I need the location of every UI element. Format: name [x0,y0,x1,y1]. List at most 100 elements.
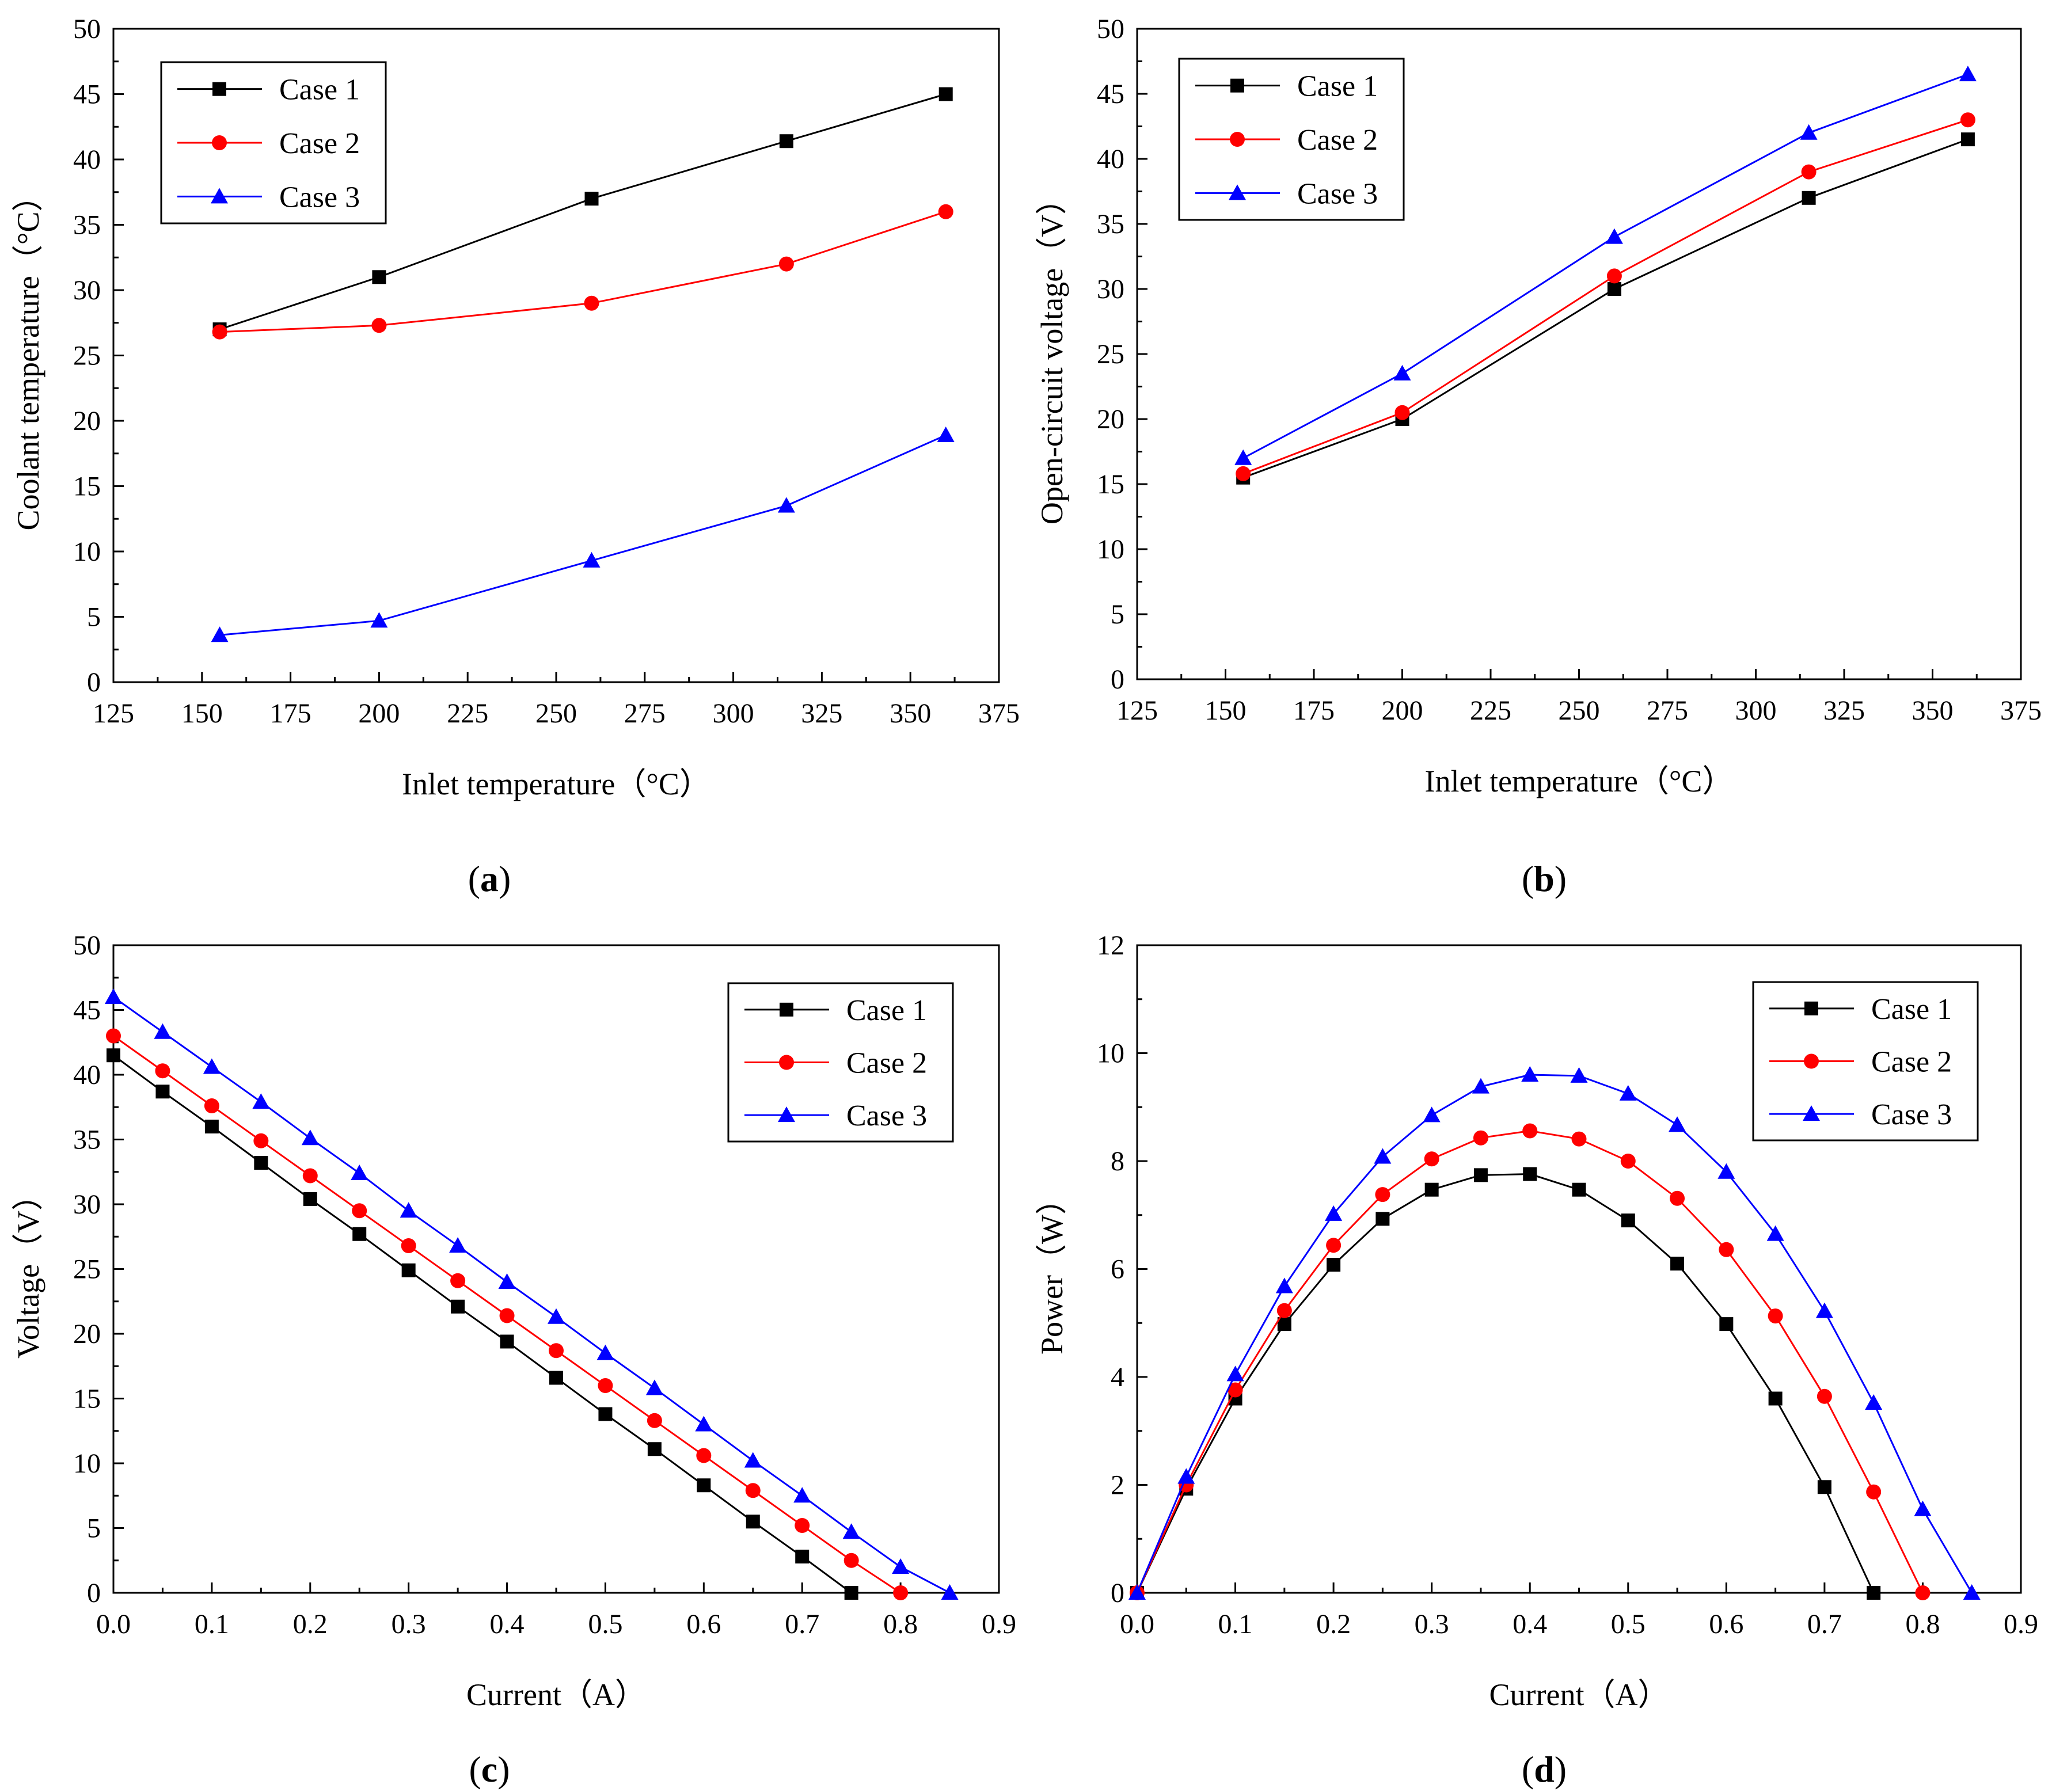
data-point [1670,1190,1685,1206]
caption-open-paren: ( [468,858,480,899]
data-point [1394,405,1410,420]
y-tick-label: 30 [1097,274,1124,305]
legend: Case 1 Case 2 Case 3 [160,61,387,225]
data-point [1275,1277,1293,1293]
series-line [1136,1074,1973,1593]
data-point [301,1129,319,1146]
y-tick-label: 30 [73,1189,101,1220]
data-point [795,1518,810,1533]
legend-marker [211,188,228,204]
legend-label: Case 3 [1871,1098,1952,1131]
data-point [1963,1584,1981,1600]
x-tick-label: 125 [93,698,134,729]
data-point [843,1553,859,1568]
data-point [645,1379,663,1395]
legend-label: Case 1 [1871,993,1952,1026]
data-point [549,1371,563,1385]
legend-marker [778,1106,795,1123]
data-point [211,626,229,642]
data-point [204,1098,219,1113]
data-point [695,1416,713,1432]
x-tick-label: 250 [535,698,577,729]
data-point [1522,1123,1538,1139]
y-tick-label: 0 [87,667,101,698]
data-point [1960,112,1975,128]
data-point [400,1202,417,1218]
data-point [254,1156,268,1170]
data-point [1521,1066,1539,1082]
data-point [583,551,601,568]
legend-label: Case 2 [846,1047,927,1080]
data-point [302,1168,318,1184]
data-point [401,1263,416,1277]
legend-label: Case 1 [279,74,360,106]
legend-item-case-3: Case 3 [744,1099,927,1132]
data-point [352,1203,367,1219]
data-point [451,1299,465,1314]
x-tick-label: 350 [890,698,931,729]
legend-label: Case 2 [279,127,360,160]
data-point [1236,466,1251,481]
y-tick-label: 35 [1097,209,1124,239]
legend-item-case-3: Case 3 [177,181,360,214]
x-tick-label: 325 [801,698,842,729]
series-case-1 [1236,132,1975,485]
legend-marker [1230,78,1244,93]
data-point [1959,66,1977,82]
data-point [893,1585,909,1600]
y-tick-label: 10 [73,1448,101,1479]
x-tick-label: 0.1 [1218,1609,1253,1639]
data-point [303,1192,317,1206]
x-tick-label: 0.6 [1709,1609,1743,1639]
data-point [598,1378,613,1393]
data-point [1326,1238,1342,1253]
data-point [352,1227,367,1241]
caption-open-paren: ( [469,1749,481,1790]
x-tick-label: 0.8 [883,1609,918,1639]
legend-label: Case 1 [846,994,927,1027]
x-tick-label: 0.4 [490,1609,525,1639]
y-tick-label: 4 [1111,1362,1124,1392]
x-tick-label: 275 [624,698,666,729]
x-tick-label: 225 [447,698,488,729]
legend-marker [1803,1105,1820,1121]
y-tick-label: 10 [1097,1038,1124,1069]
x-tick-label: 200 [358,698,400,729]
legend-item-case-2: Case 2 [744,1047,927,1080]
caption-open-paren: ( [1522,1749,1534,1790]
legend-item-case-1: Case 1 [1195,70,1378,103]
y-tick-label: 25 [1097,339,1124,370]
data-point [1605,228,1623,244]
data-point [596,1344,614,1360]
y-axis-label: Open-circuit voltage（V） [1035,184,1069,524]
legend-marker [779,1055,794,1070]
data-point [1768,1308,1783,1324]
legend: Case 1 Case 2 Case 3 [1178,58,1405,221]
data-point [1423,1106,1441,1123]
data-point [1915,1585,1931,1600]
legend-marker [212,82,226,96]
y-tick-label: 45 [73,79,101,110]
x-tick-label: 300 [1735,695,1777,726]
data-point [1606,268,1622,284]
data-point [598,1407,613,1421]
series-case-3 [105,988,959,1600]
data-point [745,1483,761,1498]
data-point [548,1308,565,1324]
y-tick-label: 20 [73,1319,101,1349]
data-point [1572,1182,1586,1197]
data-point [1571,1131,1587,1147]
y-tick-label: 0 [87,1578,101,1608]
data-point [793,1487,811,1503]
data-point [1800,124,1818,140]
data-point [892,1558,910,1574]
data-point [1817,1388,1832,1404]
x-tick-label: 0.0 [96,1609,131,1639]
x-tick-label: 0.6 [686,1609,721,1639]
x-tick-label: 0.8 [1905,1609,1940,1639]
data-point [777,497,795,513]
data-point [449,1237,467,1253]
panel-caption: (a) [468,858,511,899]
data-point [1801,164,1817,180]
